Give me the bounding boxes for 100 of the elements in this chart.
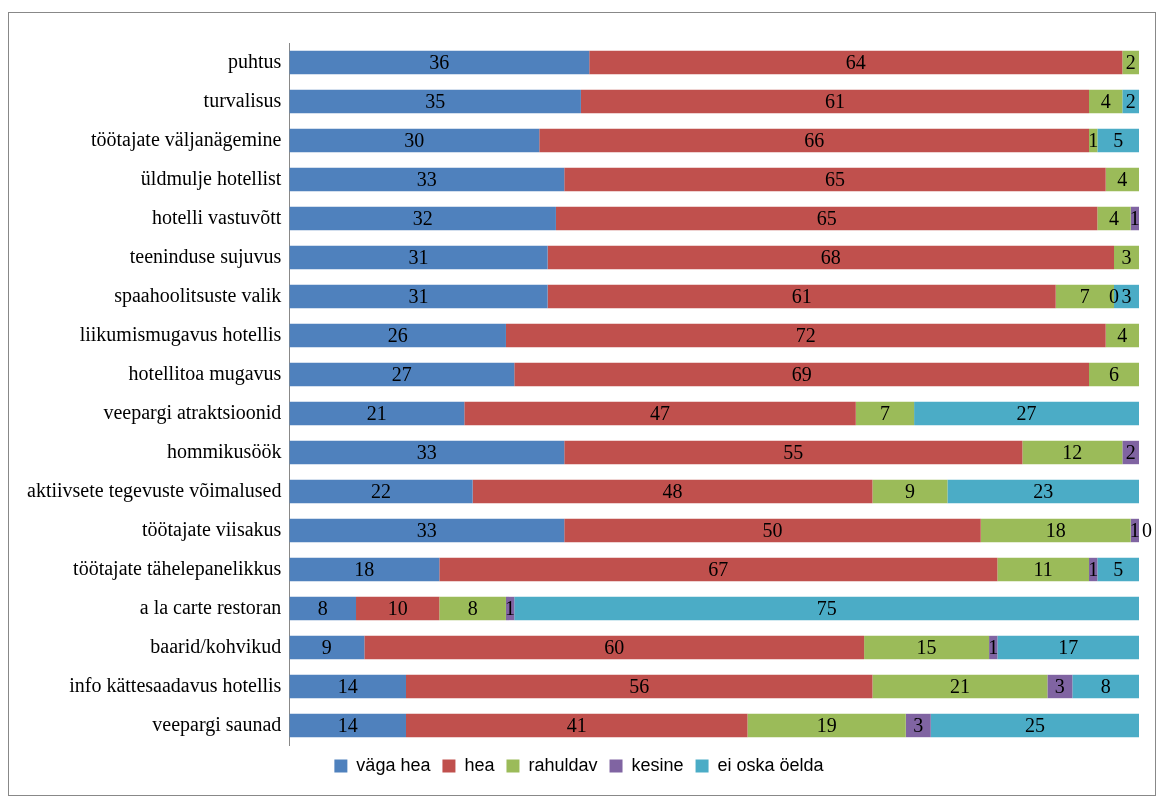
y-tick-label: teeninduse sujuvus [129, 244, 282, 268]
bar [289, 635, 365, 660]
data-label: 6 [1109, 362, 1120, 385]
bar [356, 596, 440, 621]
data-label: 33 [416, 440, 437, 463]
y-tick-label: liikumismugavus hotellis [79, 322, 282, 346]
bar [289, 479, 473, 504]
bar [1022, 440, 1123, 465]
bar [464, 401, 856, 426]
data-label: 47 [650, 401, 671, 424]
bar [289, 128, 540, 153]
legend-label: kesine [631, 754, 684, 775]
bar [289, 440, 565, 465]
bar [289, 50, 590, 75]
bar [289, 596, 357, 621]
data-label: 31 [408, 245, 429, 268]
y-tick-label: töötajate väljanägemine [90, 127, 282, 151]
data-label: 67 [708, 557, 729, 580]
bar [1097, 128, 1139, 153]
data-label: 4 [1117, 167, 1128, 190]
data-label: 3 [1054, 674, 1065, 697]
bar [1089, 362, 1139, 387]
data-label: 3 [1121, 245, 1132, 268]
data-label: 3 [913, 713, 924, 736]
y-tick-label: hommikusöök [166, 439, 282, 462]
bar [439, 557, 998, 582]
data-label: 30 [404, 128, 425, 151]
y-tick-label: info kättesaadavus hotellis [69, 673, 282, 696]
data-label: 33 [416, 518, 437, 541]
data-label: 66 [804, 128, 825, 151]
bar [364, 635, 865, 660]
data-label: 1 [1088, 557, 1099, 580]
bar [514, 362, 1090, 387]
data-label: 27 [1016, 401, 1037, 424]
data-label: 4 [1100, 89, 1111, 112]
bar [289, 557, 440, 582]
bar [1072, 674, 1139, 699]
data-label: 2 [1125, 50, 1136, 73]
y-tick-label: baarid/kohvikud [150, 634, 282, 657]
legend-label: väga hea [356, 754, 432, 775]
data-label: 48 [662, 479, 683, 502]
bar [405, 713, 748, 738]
data-label: 8 [1100, 674, 1111, 697]
bar [539, 128, 1090, 153]
data-label: 36 [429, 50, 450, 73]
y-tick-label: töötajate tähelepanelikkus [73, 556, 282, 580]
data-label: 75 [816, 596, 837, 619]
data-label: 1 [988, 635, 999, 658]
bar [914, 401, 1139, 426]
bar [289, 518, 565, 543]
data-label: 18 [354, 557, 375, 580]
data-label: 31 [408, 284, 429, 307]
bar [747, 713, 906, 738]
data-label: 61 [791, 284, 812, 307]
data-label: 8 [467, 596, 478, 619]
data-label: 0 [1109, 284, 1120, 307]
data-label: 68 [820, 245, 841, 268]
data-label: 4 [1109, 206, 1120, 229]
bar [997, 635, 1139, 660]
bar [289, 362, 515, 387]
data-label: 1 [1129, 206, 1140, 229]
data-label: 22 [371, 479, 391, 502]
data-label: 50 [762, 518, 783, 541]
data-label: 69 [791, 362, 812, 385]
data-label: 32 [412, 206, 433, 229]
y-tick-label: üldmulje hotellist [140, 166, 282, 190]
data-label: 33 [416, 167, 437, 190]
data-label: 12 [1062, 440, 1083, 463]
data-label: 7 [879, 401, 890, 424]
data-label: 72 [795, 323, 816, 346]
bar [980, 518, 1131, 543]
bar [997, 557, 1090, 582]
data-label: 8 [317, 596, 328, 619]
bar [1097, 206, 1131, 231]
bar [564, 518, 981, 543]
bar [564, 167, 1106, 192]
data-label: 3 [1121, 284, 1132, 307]
data-label: 14 [337, 713, 358, 736]
data-label: 21 [366, 401, 387, 424]
y-tick-label: hotellitoa mugavus [128, 361, 282, 385]
bar [289, 284, 548, 309]
y-tick-label: puhtus [228, 49, 282, 73]
data-label: 5 [1113, 557, 1124, 580]
data-label: 60 [604, 635, 625, 658]
data-label: 26 [387, 323, 408, 346]
data-label: 15 [916, 635, 937, 658]
data-label: 9 [904, 479, 915, 502]
data-label: 27 [391, 362, 412, 385]
data-label: 65 [816, 206, 837, 229]
data-label: 4 [1117, 323, 1128, 346]
data-label: 41 [566, 713, 587, 736]
data-label: 1 [1088, 128, 1099, 151]
bar [289, 167, 565, 192]
bar [872, 674, 1048, 699]
data-label: 64 [845, 50, 866, 73]
data-label: 65 [824, 167, 845, 190]
y-tick-label: spaahoolitsuste valik [114, 283, 282, 307]
data-label: 17 [1058, 635, 1079, 658]
bar [564, 440, 1023, 465]
bar [289, 323, 506, 348]
